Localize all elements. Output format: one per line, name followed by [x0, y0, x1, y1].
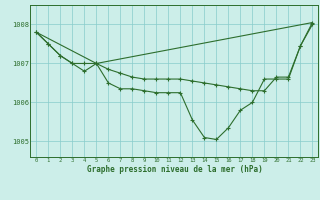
X-axis label: Graphe pression niveau de la mer (hPa): Graphe pression niveau de la mer (hPa) — [86, 165, 262, 174]
